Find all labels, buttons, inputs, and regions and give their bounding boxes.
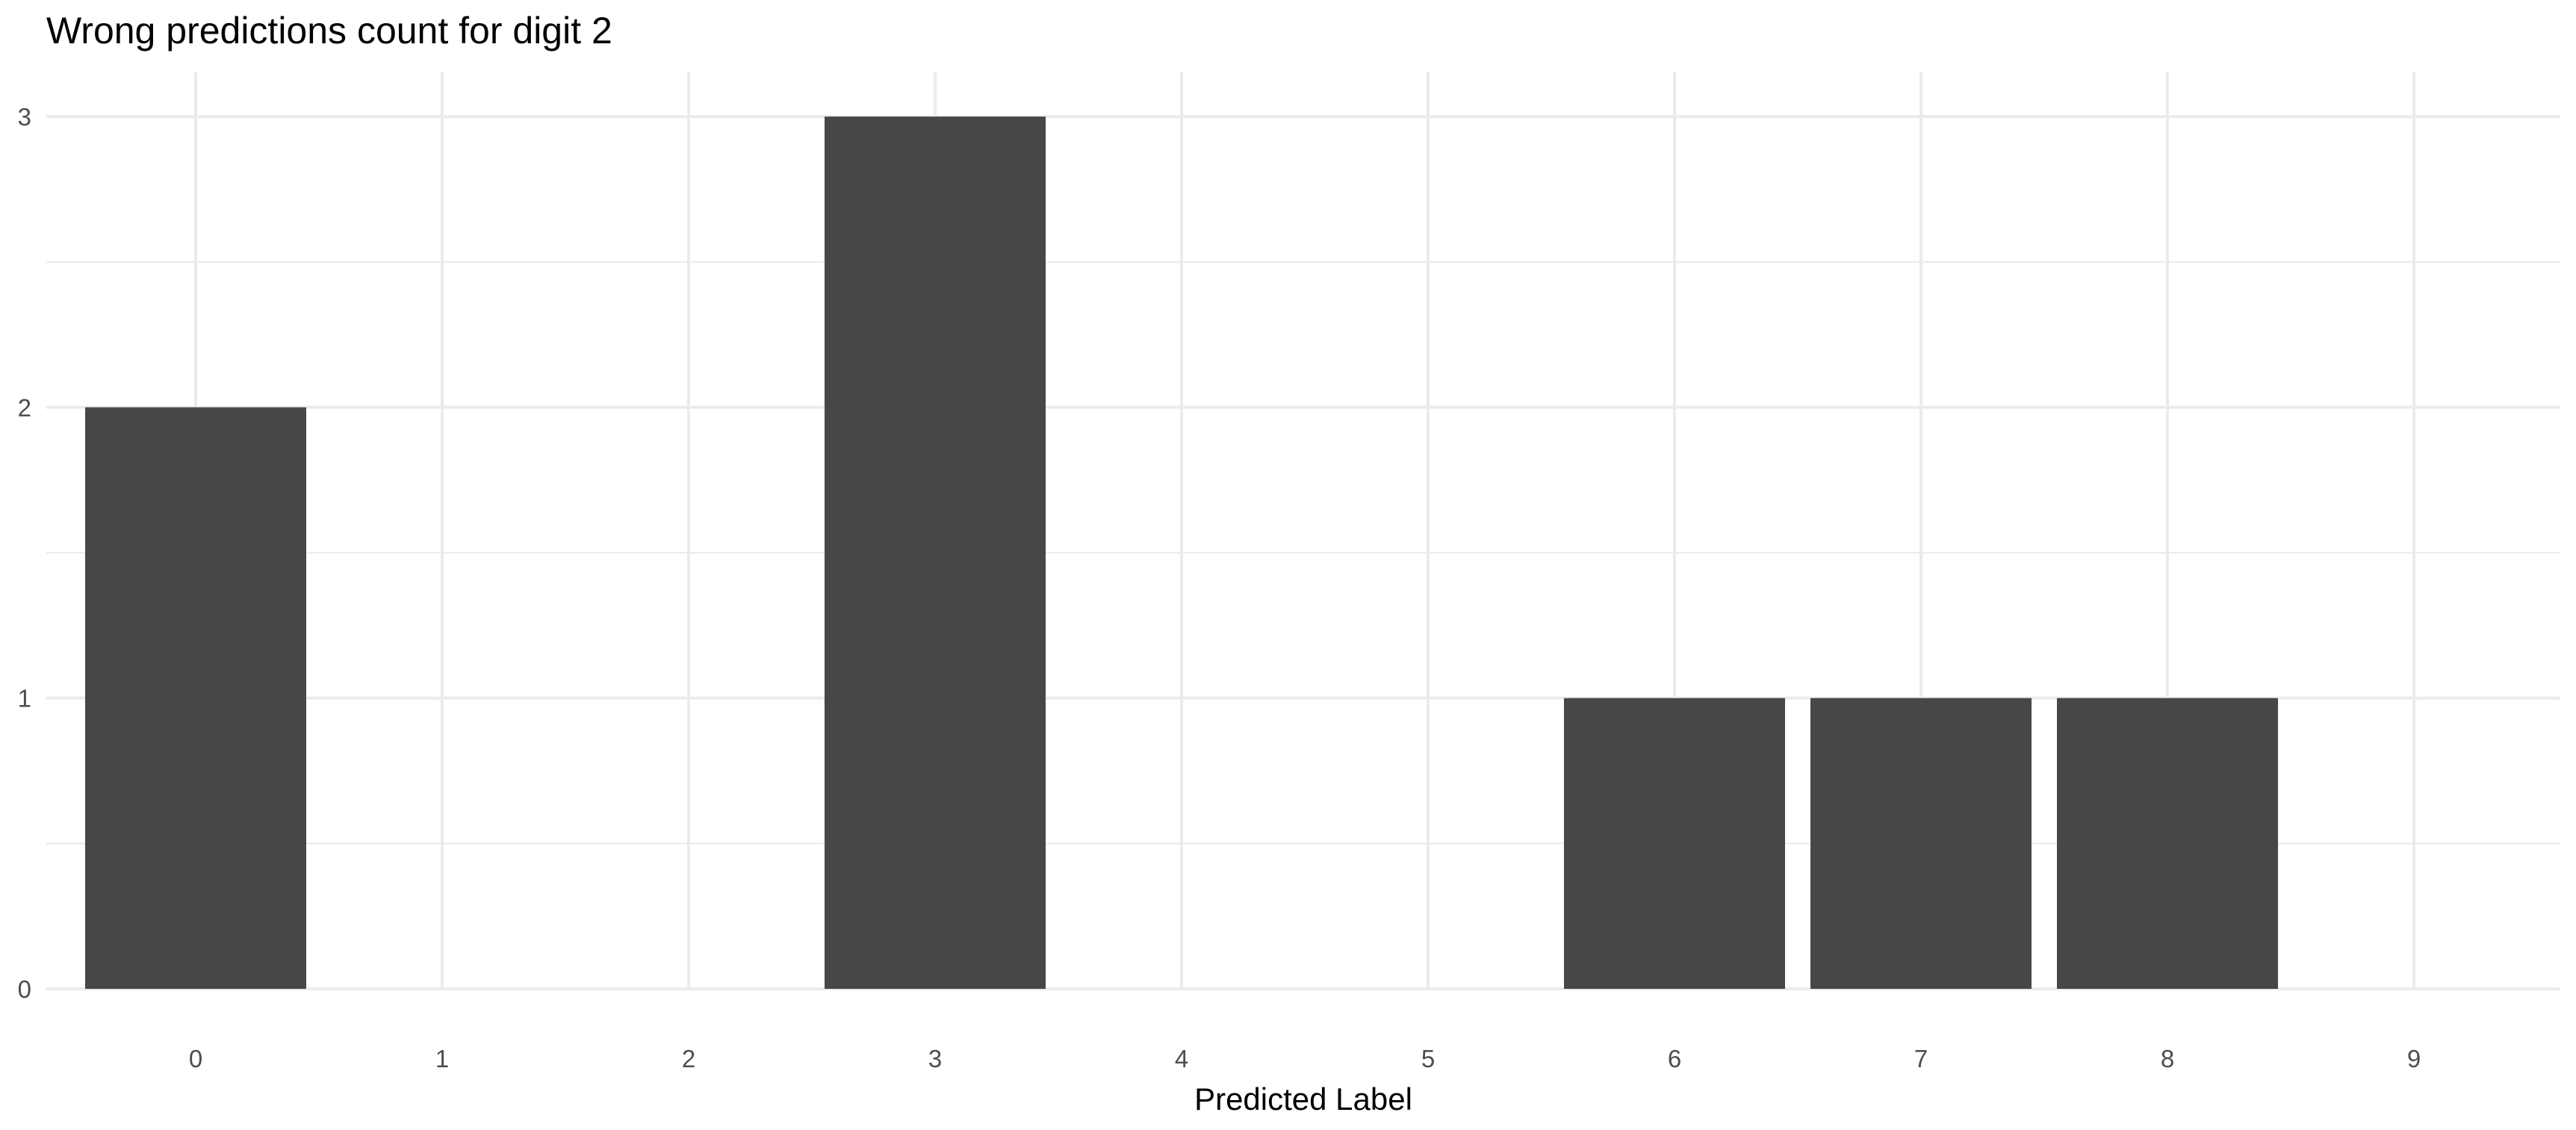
x-tick-label: 7 [1914, 1045, 1928, 1072]
bar-8 [2057, 698, 2278, 989]
y-tick-label: 0 [18, 975, 31, 1003]
bar-6 [1564, 698, 1785, 989]
chart-title: Wrong predictions count for digit 2 [46, 10, 612, 52]
bars [85, 117, 2278, 990]
x-tick-label: 5 [1421, 1045, 1435, 1072]
x-tick-label: 3 [928, 1045, 942, 1072]
x-axis-tick-labels: 0 1 2 3 4 5 6 7 8 9 [189, 1045, 2421, 1072]
x-tick-label: 8 [2161, 1045, 2174, 1072]
y-tick-label: 3 [18, 103, 31, 131]
bar-7 [1810, 698, 2032, 989]
x-tick-label: 1 [435, 1045, 449, 1072]
y-tick-label: 2 [18, 394, 31, 421]
x-tick-label: 4 [1175, 1045, 1188, 1072]
bar-3 [825, 117, 1046, 990]
bar-0 [85, 407, 306, 989]
x-tick-label: 6 [1668, 1045, 1681, 1072]
y-axis-tick-labels: 0 1 2 3 [18, 103, 31, 1003]
x-tick-label: 0 [189, 1045, 202, 1072]
y-tick-label: 1 [18, 685, 31, 713]
x-axis-title: Predicted Label [1194, 1081, 1412, 1117]
x-tick-label: 2 [682, 1045, 695, 1072]
x-tick-label: 9 [2407, 1045, 2421, 1072]
